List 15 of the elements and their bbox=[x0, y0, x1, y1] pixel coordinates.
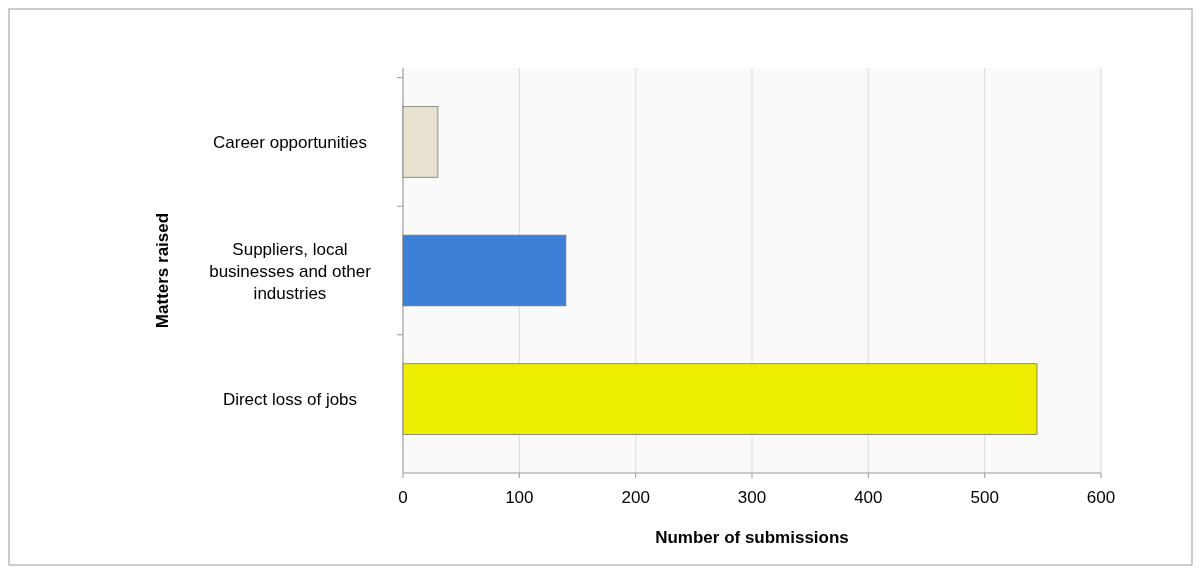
x-tick-label: 600 bbox=[1086, 488, 1116, 507]
x-tick-label: 300 bbox=[737, 488, 767, 507]
x-tick-label: 400 bbox=[854, 488, 883, 507]
bar bbox=[402, 106, 439, 178]
x-axis-title: Number of submissions bbox=[655, 528, 849, 547]
y-tick-label: Direct loss of jobs bbox=[222, 390, 358, 410]
y-tick-label: Career opportunities bbox=[212, 132, 368, 152]
x-tick-label: 100 bbox=[505, 488, 534, 507]
y-tick-label: Suppliers, local businesses and other industries bbox=[209, 239, 372, 303]
bar bbox=[402, 363, 1038, 435]
bar bbox=[402, 234, 567, 307]
x-tick-label: 0 bbox=[398, 488, 408, 507]
y-axis-title: Matters raised bbox=[153, 212, 172, 329]
x-tick-label: 500 bbox=[970, 488, 999, 507]
x-tick-label: 200 bbox=[621, 488, 650, 507]
